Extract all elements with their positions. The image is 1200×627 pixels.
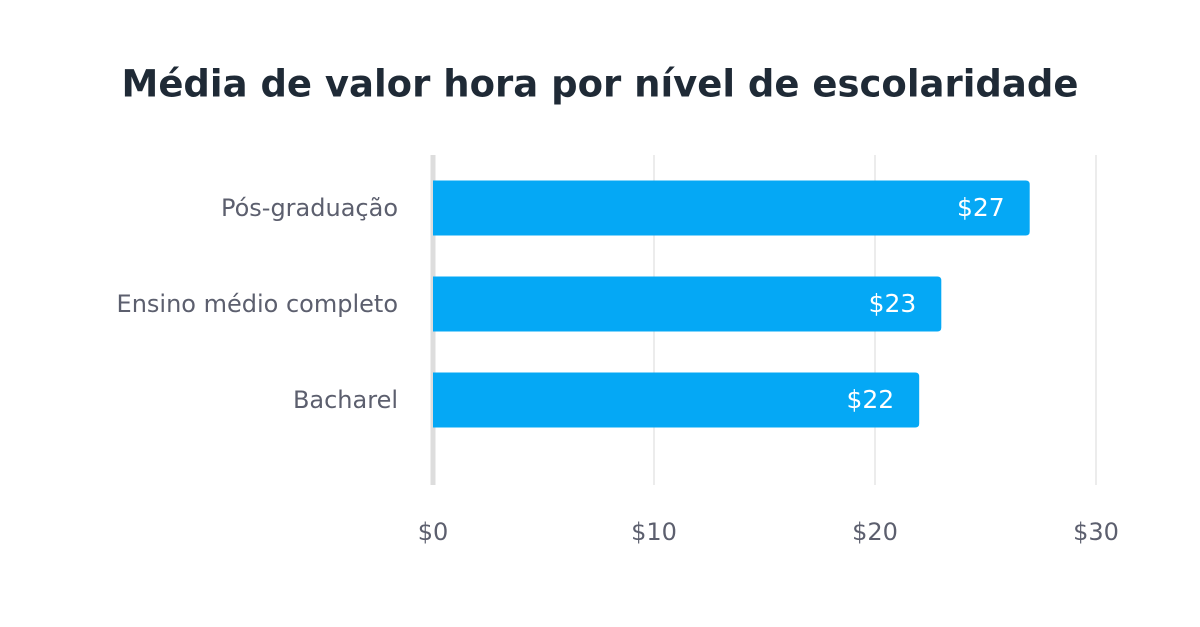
x-tick-label: $20 bbox=[852, 518, 898, 546]
y-tick-label: Ensino médio completo bbox=[117, 290, 398, 318]
bar bbox=[433, 276, 942, 332]
bar bbox=[433, 372, 920, 428]
y-tick-label: Pós-graduação bbox=[221, 194, 398, 222]
y-tick-label: Bacharel bbox=[293, 386, 398, 414]
value-label: $23 bbox=[869, 289, 917, 318]
x-tick-label: $10 bbox=[631, 518, 677, 546]
chart-title: Média de valor hora por nível de escolar… bbox=[122, 63, 1079, 106]
value-label: $22 bbox=[846, 385, 894, 414]
bar bbox=[433, 180, 1030, 236]
value-label: $27 bbox=[957, 193, 1005, 222]
x-tick-label: $0 bbox=[418, 518, 449, 546]
x-tick-label: $30 bbox=[1073, 518, 1119, 546]
